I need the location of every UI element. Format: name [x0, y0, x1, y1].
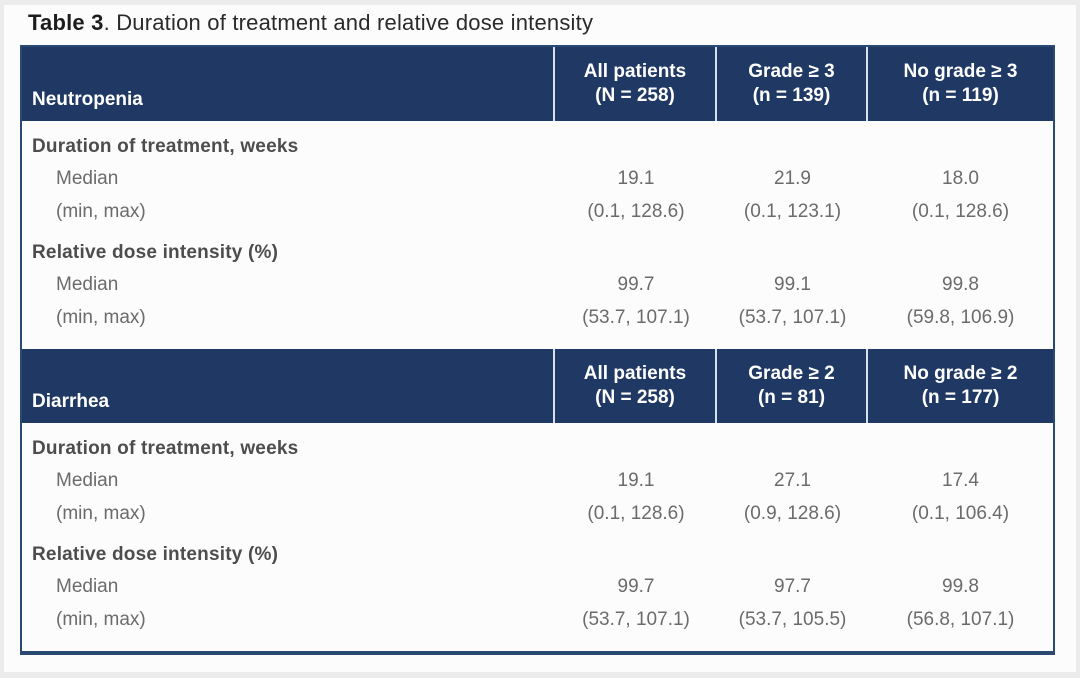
treatment-duration-table: Neutropenia All patients (N = 258) Grade… — [20, 45, 1055, 655]
row-label: Median — [56, 470, 119, 491]
column-header-line1: All patients — [583, 61, 687, 82]
value-all-patients: (0.1, 128.6) — [587, 503, 685, 524]
table-row-median: Median 99.7 97.7 99.8 — [22, 571, 1053, 604]
value-no-grade: 17.4 — [942, 470, 979, 491]
row-label: Median — [56, 168, 119, 189]
table-row-min-max: (min, max) (53.7, 107.1) (53.7, 105.5) (… — [22, 604, 1053, 637]
group-label-rdi: Relative dose intensity (%) — [32, 544, 279, 565]
column-header-line2: (N = 258) — [595, 387, 675, 408]
row-label: (min, max) — [56, 307, 146, 328]
column-header-line2: (n = 119) — [922, 85, 999, 106]
value-all-patients: (53.7, 107.1) — [582, 609, 690, 630]
column-header-line2: (n = 81) — [757, 387, 826, 408]
value-no-grade: (0.1, 128.6) — [911, 201, 1010, 222]
section-header-neutropenia: Neutropenia All patients (N = 258) Grade… — [22, 47, 1053, 121]
value-grade: (0.1, 123.1) — [743, 201, 842, 222]
row-label: (min, max) — [56, 503, 146, 524]
table-row-min-max: (min, max) (0.1, 128.6) (0.1, 123.1) (0.… — [22, 196, 1053, 229]
column-header-line2: (N = 258) — [595, 85, 675, 106]
value-all-patients: (0.1, 128.6) — [587, 201, 685, 222]
section-body-diarrhea: Duration of treatment, weeks Median 19.1… — [22, 423, 1053, 651]
table-row-min-max: (min, max) (0.1, 128.6) (0.9, 128.6) (0.… — [22, 498, 1053, 531]
value-no-grade: (59.8, 106.9) — [906, 307, 1015, 328]
column-header-line1: No grade ≥ 3 — [903, 61, 1018, 82]
value-all-patients: (53.7, 107.1) — [582, 307, 690, 328]
row-label: (min, max) — [56, 609, 146, 630]
value-grade: (53.7, 107.1) — [738, 307, 847, 328]
section-header-diarrhea: Diarrhea All patients (N = 258) Grade ≥ … — [22, 349, 1053, 423]
column-header-all-patients: All patients (N = 258) — [555, 349, 717, 423]
value-grade: (0.9, 128.6) — [743, 503, 842, 524]
column-header-line1: No grade ≥ 2 — [903, 363, 1018, 384]
column-header-line2: (n = 177) — [921, 387, 1000, 408]
column-header-grade-ge3: Grade ≥ 3 (n = 139) — [717, 47, 868, 121]
value-grade: 97.7 — [774, 576, 811, 597]
column-header-all-patients: All patients (N = 258) — [555, 47, 717, 121]
table-row-median: Median 99.7 99.1 99.8 — [22, 269, 1053, 302]
row-label: Median — [56, 274, 119, 295]
column-header-line1: Grade ≥ 3 — [748, 61, 835, 82]
value-grade: 27.1 — [774, 470, 811, 491]
value-all-patients: 99.7 — [617, 274, 655, 295]
row-label: Median — [56, 576, 119, 597]
value-grade: 21.9 — [774, 168, 811, 189]
value-all-patients: 19.1 — [617, 168, 655, 189]
column-header-line1: All patients — [583, 363, 687, 384]
table-row-median: Median 19.1 21.9 18.0 — [22, 163, 1053, 196]
value-no-grade: 99.8 — [942, 576, 979, 597]
group-label-duration: Duration of treatment, weeks — [32, 136, 299, 157]
value-no-grade: 18.0 — [942, 168, 979, 189]
section-body-neutropenia: Duration of treatment, weeks Median 19.1… — [22, 121, 1053, 349]
column-header-no-grade-ge3: No grade ≥ 3 (n = 119) — [868, 47, 1053, 121]
table-row-median: Median 19.1 27.1 17.4 — [22, 465, 1053, 498]
column-header-line1: Grade ≥ 2 — [748, 363, 835, 384]
value-all-patients: 99.7 — [617, 576, 655, 597]
value-no-grade: 99.8 — [942, 274, 979, 295]
table-row-min-max: (min, max) (53.7, 107.1) (53.7, 107.1) (… — [22, 302, 1053, 335]
column-header-line2: (n = 139) — [752, 85, 831, 106]
column-header-no-grade-ge2: No grade ≥ 2 (n = 177) — [868, 349, 1053, 423]
table-title-text: . Duration of treatment and relative dos… — [103, 10, 594, 35]
section-title-diarrhea: Diarrhea — [22, 349, 555, 423]
value-no-grade: (0.1, 106.4) — [911, 503, 1010, 524]
group-label-rdi: Relative dose intensity (%) — [32, 242, 279, 263]
table-title-number: Table 3 — [28, 10, 104, 35]
row-label: (min, max) — [56, 201, 146, 222]
value-grade: 99.1 — [774, 274, 811, 295]
value-no-grade: (56.8, 107.1) — [906, 609, 1015, 630]
page: Table 3. Duration of treatment and relat… — [4, 5, 1076, 672]
table-title: Table 3. Duration of treatment and relat… — [28, 10, 1076, 36]
group-label-duration: Duration of treatment, weeks — [32, 438, 299, 459]
column-header-grade-ge2: Grade ≥ 2 (n = 81) — [717, 349, 868, 423]
section-title-neutropenia: Neutropenia — [22, 47, 555, 121]
value-all-patients: 19.1 — [617, 470, 655, 491]
value-grade: (53.7, 105.5) — [738, 609, 847, 630]
